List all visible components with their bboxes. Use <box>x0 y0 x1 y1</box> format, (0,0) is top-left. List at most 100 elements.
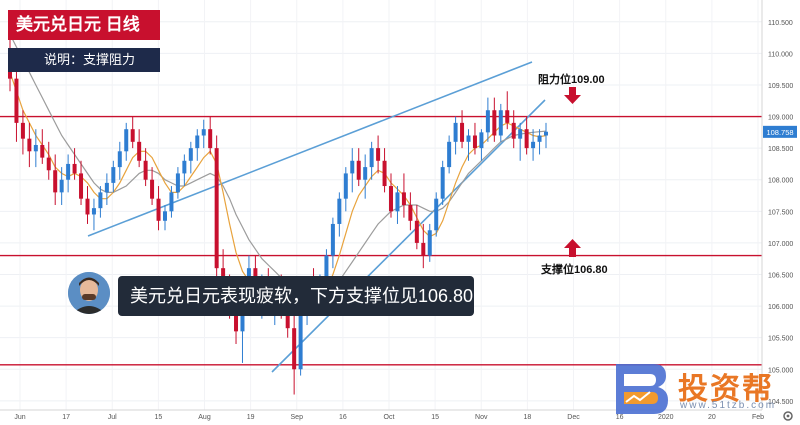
y-tick-label: 105.000 <box>768 367 793 374</box>
candle-body <box>389 186 394 212</box>
candle-body <box>143 160 148 180</box>
candle-body <box>59 179 64 193</box>
gear-icon[interactable] <box>782 410 794 422</box>
y-tick-label: 106.000 <box>768 304 793 311</box>
candlesticks <box>8 37 548 395</box>
candle-body <box>485 110 490 133</box>
candle-body <box>363 167 368 180</box>
x-tick-label: 17 <box>62 414 70 421</box>
candle-body <box>85 198 90 215</box>
candle-body <box>453 122 458 142</box>
ma-slow-line <box>9 34 547 298</box>
candle-body <box>324 255 329 281</box>
brand-name: 投资帮 <box>678 373 774 406</box>
candle-body <box>401 192 406 205</box>
y-tick-label: 108.500 <box>768 146 793 153</box>
candle-body <box>195 135 200 149</box>
candle-body <box>382 160 387 187</box>
avatar-icon <box>68 272 110 314</box>
candle-body <box>408 205 413 221</box>
y-tick-label: 109.500 <box>768 83 793 90</box>
candle-body <box>492 110 497 136</box>
candle-body <box>511 122 516 139</box>
channel-lower-trendline <box>271 99 546 373</box>
candle-body <box>518 129 523 139</box>
candle-body <box>395 192 400 212</box>
candle-body <box>472 135 477 149</box>
chart-subtitle: 说明：支撑阻力 <box>8 48 160 72</box>
x-tick-label: Feb <box>752 414 764 421</box>
candle-body <box>292 328 297 370</box>
x-tick-label: Oct <box>384 414 395 421</box>
x-tick-label: Aug <box>198 414 211 421</box>
candle-body <box>434 198 439 231</box>
x-tick-label: 16 <box>616 414 624 421</box>
brand-logo-icon <box>616 364 668 414</box>
y-tick-label: 107.500 <box>768 209 793 216</box>
y-tick-label: 110.500 <box>768 20 793 27</box>
candle-body <box>298 306 303 370</box>
candle-body <box>330 223 335 256</box>
candle-body <box>201 129 206 136</box>
candle-body <box>460 122 465 142</box>
candle-body <box>343 173 348 199</box>
x-tick-label: 15 <box>431 414 439 421</box>
candle-body <box>208 129 213 149</box>
candle-body <box>505 110 510 123</box>
x-axis: Jun 17 Jul 15 Aug 19 Sep 16 Oct 15 Nov 18 Dec 16 2020 2… <box>14 414 764 421</box>
candle-body <box>524 129 529 149</box>
candle-body <box>162 211 167 221</box>
candle-body <box>376 148 381 161</box>
candle-body <box>498 110 503 136</box>
x-tick-label: 15 <box>154 414 162 421</box>
x-tick-label: Dec <box>567 414 580 421</box>
candle-body <box>447 141 452 168</box>
candle-body <box>466 135 471 142</box>
support-label: 支撑位106.80 <box>541 264 608 276</box>
trendlines <box>87 61 546 373</box>
candle-body <box>427 230 432 256</box>
candle-body <box>14 78 19 123</box>
x-tick-label: Nov <box>475 414 488 421</box>
candle-body <box>169 192 174 212</box>
candle-body <box>130 129 135 142</box>
x-tick-label: Jun <box>14 414 25 421</box>
watermark: 投资帮 www.51tzb.com <box>608 358 798 418</box>
brand-url: www.51tzb.com <box>680 400 777 411</box>
x-tick-label: 18 <box>523 414 531 421</box>
resistance-label: 阻力位109.00 <box>538 74 605 86</box>
y-tick-label: 109.000 <box>768 115 793 122</box>
candle-body <box>111 167 116 183</box>
candle-body <box>46 157 51 171</box>
candle-body <box>544 131 548 136</box>
last-price-label: 108.758 <box>766 128 793 137</box>
y-tick-label: 105.500 <box>768 336 793 343</box>
candle-body <box>27 138 32 152</box>
x-tick-label: Jul <box>108 414 117 421</box>
x-tick-label: 20 <box>708 414 716 421</box>
candle-body <box>350 160 355 174</box>
candle-body <box>537 135 542 142</box>
candle-body <box>20 122 25 139</box>
candle-body <box>421 242 426 256</box>
chart-title-block: 美元兑日元 日线 说明：支撑阻力 <box>8 10 160 72</box>
candle-body <box>66 163 71 180</box>
last-price-tag: 108.758 <box>763 125 797 138</box>
x-tick-label: 19 <box>247 414 255 421</box>
y-tick-label: 110.000 <box>768 51 793 58</box>
y-tick-label: 104.500 <box>768 399 793 406</box>
candle-body <box>188 148 193 161</box>
candle-body <box>117 151 122 168</box>
avatar <box>68 272 110 314</box>
x-tick-label: 16 <box>339 414 347 421</box>
y-tick-label: 106.500 <box>768 272 793 279</box>
candle-body <box>234 306 239 332</box>
x-tick-label: 2020 <box>658 414 674 421</box>
candle-body <box>79 173 84 199</box>
candle-body <box>150 179 155 199</box>
candle-body <box>91 208 96 215</box>
candle-body <box>156 198 161 221</box>
candle-body <box>104 182 109 193</box>
channel-upper-trendline <box>87 61 533 237</box>
candle-body <box>479 132 484 149</box>
